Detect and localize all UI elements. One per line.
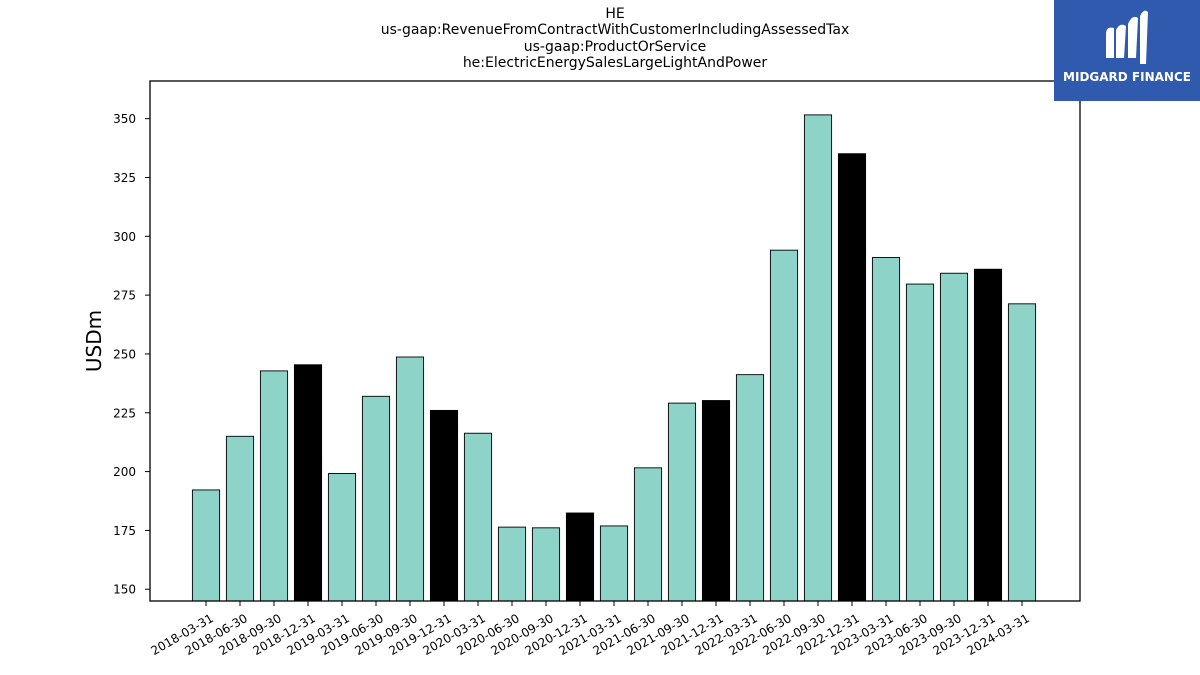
y-axis-label: USDm — [82, 310, 106, 372]
logo-text: MIDGARD FINANCE — [1063, 70, 1191, 84]
bar-2018-06-30 — [225, 435, 255, 602]
y-tick-label: 250 — [113, 347, 136, 361]
bar-2023-12-31 — [973, 268, 1003, 602]
bar-2020-09-30 — [531, 527, 561, 602]
midgard-finance-logo: MIDGARD FINANCE — [1054, 0, 1200, 101]
bar-2021-09-30 — [667, 402, 697, 602]
bar-2021-03-31 — [599, 525, 629, 602]
chart-title-line-3: us-gaap:ProductOrService — [523, 38, 707, 55]
bar-2018-09-30 — [259, 370, 289, 602]
bar-2022-06-30 — [769, 249, 799, 602]
chart-title: HE us-gaap:RevenueFromContractWithCustom… — [150, 6, 1080, 71]
y-tick-label: 225 — [113, 406, 136, 420]
bar-2018-03-31 — [191, 489, 221, 602]
bar-2019-09-30 — [395, 356, 425, 602]
bar-2023-06-30 — [905, 283, 935, 602]
bar-2020-03-31 — [463, 432, 493, 602]
bar-2023-09-30 — [939, 272, 969, 602]
bar-2022-03-31 — [735, 374, 765, 602]
bar-2022-12-31 — [837, 153, 867, 602]
midgard-logo-mark-icon — [1106, 10, 1148, 65]
bar-2019-06-30 — [361, 395, 391, 602]
bar-2019-12-31 — [429, 409, 459, 602]
bar-2024-03-31 — [1007, 303, 1037, 602]
y-tick-label: 150 — [113, 583, 136, 597]
bar-2021-06-30 — [633, 467, 663, 602]
bar-2021-12-31 — [701, 400, 731, 602]
bar-2020-12-31 — [565, 512, 595, 602]
y-tick-label: 325 — [113, 171, 136, 185]
y-tick-label: 350 — [113, 112, 136, 126]
bar-2023-03-31 — [871, 257, 901, 602]
y-tick-label: 275 — [113, 289, 136, 303]
bar-2020-06-30 — [497, 526, 527, 602]
y-tick-label: 300 — [113, 230, 136, 244]
x-axis: 2018-03-312018-06-302018-09-302018-12-31… — [148, 601, 1032, 658]
bar-2022-09-30 — [803, 114, 833, 602]
y-tick-label: 200 — [113, 465, 136, 479]
bar-2019-03-31 — [327, 473, 357, 602]
plot-frame — [149, 80, 1081, 602]
y-tick-label: 175 — [113, 524, 136, 538]
chart-title-line-4: he:ElectricEnergySalesLargeLightAndPower — [462, 54, 768, 71]
y-axis: 150 175 200 225 250 275 300 325 350 — [113, 112, 150, 597]
chart-title-line-2: us-gaap:RevenueFromContractWithCustomerI… — [380, 22, 850, 39]
bars-group — [191, 114, 1037, 602]
chart-title-line-1: HE — [605, 6, 625, 22]
bar-2018-12-31 — [293, 364, 323, 602]
